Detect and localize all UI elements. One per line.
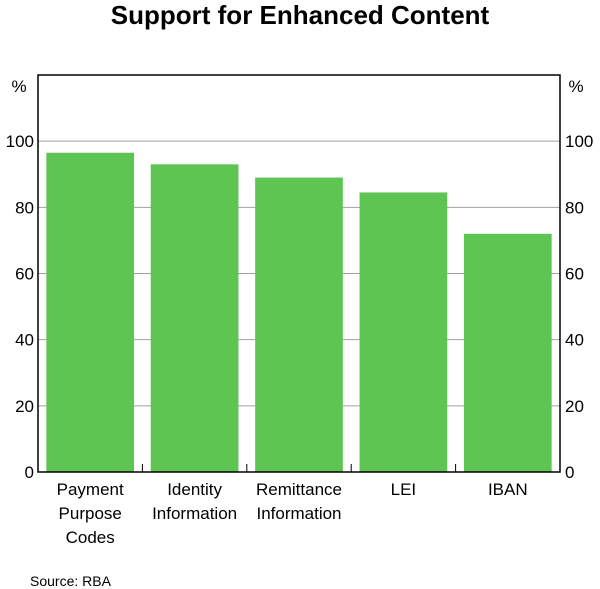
axis-ticks: 0 0 20 20 40 40 60 60 80 80 100 100 Payment Purpose Co…: [6, 132, 594, 547]
x-category-label: Codes: [66, 528, 115, 547]
plot-frame: [37, 74, 561, 473]
x-category-label: LEI: [391, 480, 417, 499]
x-category-label: Purpose: [59, 504, 122, 523]
x-category-label: Identity: [167, 480, 222, 499]
y-tick-label-left: 40: [15, 331, 34, 350]
bar: [359, 192, 448, 472]
y-tick-label-right: 0: [565, 463, 574, 482]
source-note: Source: RBA: [30, 573, 111, 589]
y-tick-label-right: 80: [565, 198, 584, 217]
x-category-label: Information: [256, 504, 341, 523]
bar: [463, 233, 552, 472]
y-tick-label-right: 20: [565, 397, 584, 416]
y-tick-label-left: 60: [15, 265, 34, 284]
y-tick-label-right: 40: [565, 331, 584, 350]
y-tick-label-right: 100: [565, 132, 593, 151]
y-axis-unit-left: %: [11, 77, 26, 96]
bar: [150, 164, 239, 472]
y-tick-label-left: 0: [25, 463, 34, 482]
x-category-label: Information: [152, 504, 237, 523]
y-tick-label-left: 80: [15, 198, 34, 217]
y-tick-label-right: 60: [565, 265, 584, 284]
y-tick-label-left: 100: [6, 132, 34, 151]
bar: [255, 177, 343, 472]
bar: [46, 152, 135, 472]
y-axis-unit-right: %: [568, 77, 583, 96]
bars: [46, 152, 552, 472]
x-category-label: Remittance: [256, 480, 342, 499]
x-category-label: IBAN: [488, 480, 528, 499]
x-category-label: Payment: [57, 480, 124, 499]
chart-title: Support for Enhanced Content: [110, 0, 490, 30]
y-tick-label-left: 20: [15, 397, 34, 416]
